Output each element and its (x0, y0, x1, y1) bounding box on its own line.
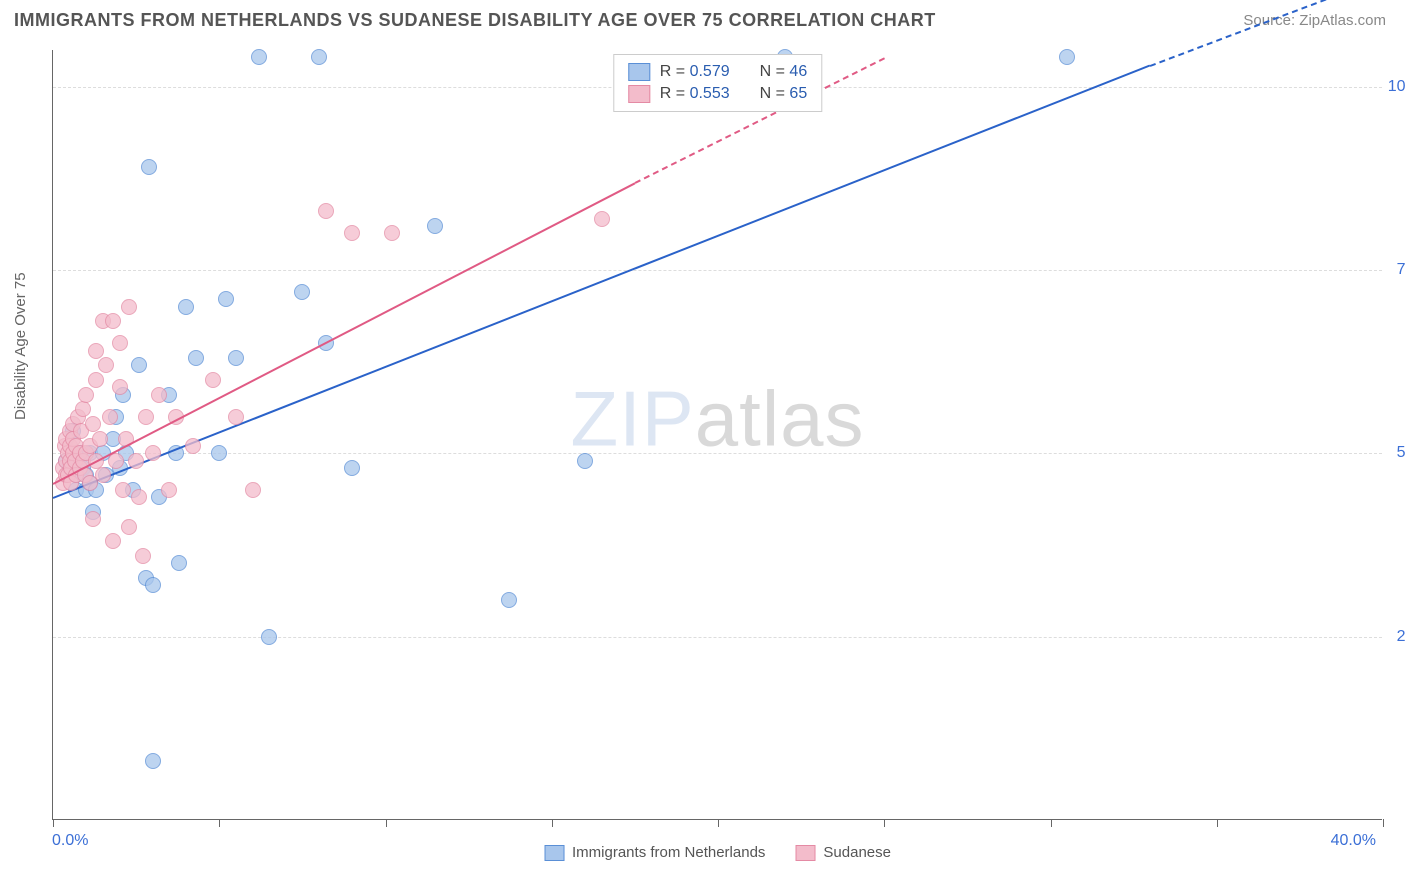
data-point (151, 387, 167, 403)
legend-swatch (628, 85, 650, 103)
correlation-legend: R = 0.579 N = 46 R = 0.553 N = 65 (613, 54, 822, 112)
data-point (261, 629, 277, 645)
x-axis-min-label: 0.0% (52, 832, 88, 850)
x-tick (1383, 819, 1384, 827)
data-point (178, 299, 194, 315)
y-tick-label: 50.0% (1387, 444, 1406, 462)
legend-swatch (628, 63, 650, 81)
data-point (135, 548, 151, 564)
watermark-part1: ZIP (570, 375, 694, 463)
correlation-row: R = 0.553 N = 65 (628, 83, 807, 105)
data-point (245, 482, 261, 498)
watermark-part2: atlas (695, 375, 865, 463)
scatter-plot-area: ZIPatlas R = 0.579N = 46R = 0.553N = 65 … (52, 50, 1382, 820)
trend-line (53, 182, 636, 484)
data-point (105, 313, 121, 329)
data-point (577, 453, 593, 469)
legend-label: Sudanese (823, 844, 891, 861)
data-point (344, 225, 360, 241)
data-point (131, 489, 147, 505)
data-point (121, 299, 137, 315)
data-point (185, 438, 201, 454)
data-point (85, 416, 101, 432)
chart-title: IMMIGRANTS FROM NETHERLANDS VS SUDANESE … (14, 10, 936, 31)
data-point (112, 335, 128, 351)
data-point (105, 533, 121, 549)
data-point (121, 519, 137, 535)
data-point (92, 431, 108, 447)
data-point (594, 211, 610, 227)
n-value: 65 (789, 85, 807, 102)
data-point (294, 284, 310, 300)
legend-item: Sudanese (795, 844, 891, 861)
chart-header: IMMIGRANTS FROM NETHERLANDS VS SUDANESE … (0, 0, 1406, 37)
trend-line (53, 65, 1151, 500)
data-point (1059, 49, 1075, 65)
data-point (88, 343, 104, 359)
data-point (501, 592, 517, 608)
data-point (205, 372, 221, 388)
watermark-text: ZIPatlas (570, 374, 864, 465)
data-point (138, 409, 154, 425)
data-point (95, 467, 111, 483)
n-label: N = 46 (760, 63, 808, 81)
data-point (427, 218, 443, 234)
y-axis-title: Disability Age Over 75 (12, 272, 29, 420)
n-label: N = 65 (760, 85, 808, 103)
data-point (318, 203, 334, 219)
data-point (228, 350, 244, 366)
legend-label: Immigrants from Netherlands (572, 844, 765, 861)
data-point (145, 753, 161, 769)
data-point (211, 445, 227, 461)
gridline (53, 637, 1382, 638)
data-point (218, 291, 234, 307)
x-tick (718, 819, 719, 827)
x-tick (1217, 819, 1218, 827)
data-point (145, 577, 161, 593)
r-value: 0.553 (690, 85, 730, 102)
data-point (112, 379, 128, 395)
data-point (85, 511, 101, 527)
r-label: R = 0.553 (660, 85, 730, 103)
x-tick (219, 819, 220, 827)
data-point (228, 409, 244, 425)
gridline (53, 453, 1382, 454)
n-value: 46 (789, 63, 807, 80)
legend-swatch (544, 845, 564, 861)
data-point (115, 482, 131, 498)
data-point (384, 225, 400, 241)
x-axis-max-label: 40.0% (1331, 832, 1376, 850)
data-point (141, 159, 157, 175)
data-point (128, 453, 144, 469)
data-point (344, 460, 360, 476)
data-point (251, 49, 267, 65)
data-point (311, 49, 327, 65)
series-legend: Immigrants from Netherlands Sudanese (544, 844, 891, 861)
r-label: R = 0.579 (660, 63, 730, 81)
data-point (171, 555, 187, 571)
data-point (75, 401, 91, 417)
x-tick (552, 819, 553, 827)
x-tick (53, 819, 54, 827)
y-tick-label: 75.0% (1387, 261, 1406, 279)
data-point (145, 445, 161, 461)
legend-swatch (795, 845, 815, 861)
legend-item: Immigrants from Netherlands (544, 844, 765, 861)
y-tick-label: 25.0% (1387, 628, 1406, 646)
x-tick (386, 819, 387, 827)
data-point (188, 350, 204, 366)
data-point (131, 357, 147, 373)
y-tick-label: 100.0% (1387, 78, 1406, 96)
data-point (161, 482, 177, 498)
data-point (102, 409, 118, 425)
data-point (88, 372, 104, 388)
correlation-row: R = 0.579 N = 46 (628, 61, 807, 83)
x-tick (884, 819, 885, 827)
x-tick (1051, 819, 1052, 827)
data-point (78, 387, 94, 403)
data-point (98, 357, 114, 373)
source-name: ZipAtlas.com (1299, 12, 1386, 29)
r-value: 0.579 (690, 63, 730, 80)
gridline (53, 270, 1382, 271)
